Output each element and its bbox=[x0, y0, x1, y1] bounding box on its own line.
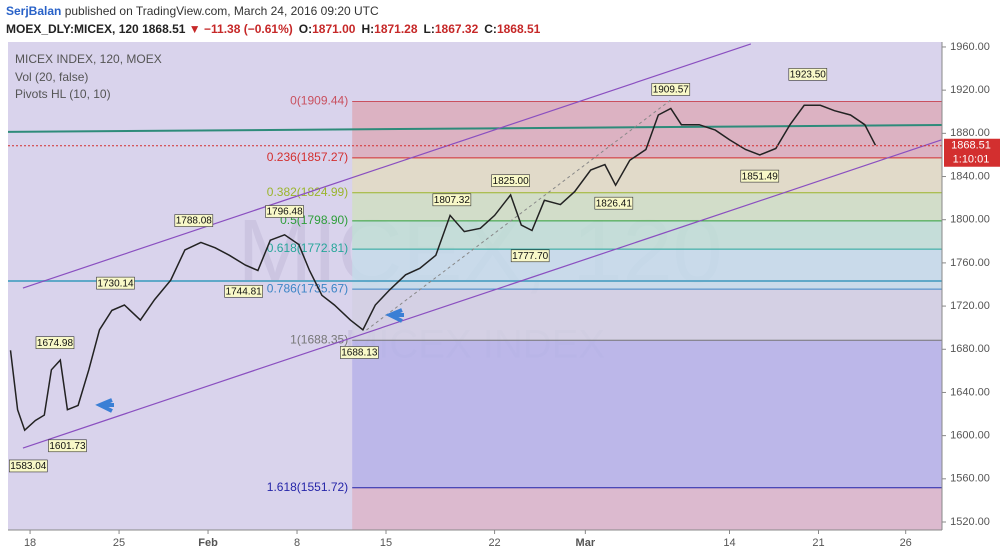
symbol-line: MOEX_DLY:MICEX, 120 1868.51 ▼ −11.38 (−0… bbox=[6, 22, 541, 36]
fib-band bbox=[352, 249, 942, 290]
fib-label: 0.382(1824.99) bbox=[267, 185, 348, 199]
pivot-box bbox=[510, 249, 550, 263]
fib-band bbox=[352, 289, 942, 341]
x-tick-label: Mar bbox=[576, 537, 596, 549]
symbol: MOEX_DLY:MICEX, 120 bbox=[6, 22, 139, 36]
y-tick-label: 1840.00 bbox=[950, 170, 990, 182]
fib-label: 0.236(1857.27) bbox=[267, 150, 348, 164]
countdown: 1:10:01 bbox=[953, 154, 990, 166]
pivot-label: 1851.49 bbox=[742, 171, 779, 182]
pivot-box bbox=[8, 459, 48, 473]
legend-line: Vol (20, false) bbox=[15, 70, 88, 84]
x-tick-label: 22 bbox=[488, 537, 500, 549]
pivot-label: 1744.81 bbox=[226, 286, 263, 297]
pivot-box bbox=[594, 196, 634, 210]
y-tick-label: 1880.00 bbox=[950, 127, 990, 139]
x-tick-label: 14 bbox=[723, 537, 735, 549]
legend-line: MICEX INDEX, 120, MOEX bbox=[15, 52, 162, 66]
arrow-icon bbox=[95, 398, 114, 413]
x-tick-label: 18 bbox=[24, 537, 36, 549]
change: ▼ −11.38 (−0.61%) bbox=[189, 22, 293, 36]
ohlc-value: 1871.28 bbox=[374, 22, 418, 36]
fib-label: 1(1688.35) bbox=[290, 332, 348, 346]
arrow-icon bbox=[385, 308, 404, 323]
ohlc-label: H: bbox=[361, 22, 374, 36]
fib-label: 0(1909.44) bbox=[290, 94, 348, 108]
pivot-label: 1674.98 bbox=[37, 338, 74, 349]
x-axis-bg bbox=[0, 530, 942, 557]
pivot-box bbox=[48, 439, 87, 453]
pivot-label: 1796.48 bbox=[266, 207, 303, 218]
ohlc-value: 1868.51 bbox=[497, 22, 541, 36]
pivot-box bbox=[174, 214, 214, 227]
pivot-label: 1825.00 bbox=[493, 176, 530, 187]
pivot-label: 1777.70 bbox=[512, 251, 549, 262]
author: SerjBalan bbox=[6, 4, 61, 18]
pivot-box bbox=[432, 193, 472, 207]
y-tick-label: 1600.00 bbox=[950, 430, 990, 442]
y-axis-bg bbox=[942, 42, 1001, 557]
pivot-label: 1923.50 bbox=[790, 70, 827, 81]
ohlc-label: L: bbox=[424, 22, 435, 36]
pivot-box bbox=[491, 174, 530, 188]
y-tick-label: 1760.00 bbox=[950, 257, 990, 269]
y-tick-label: 1720.00 bbox=[950, 300, 990, 312]
y-tick-label: 1520.00 bbox=[950, 516, 990, 528]
pivot-label: 1688.13 bbox=[341, 348, 378, 359]
pivot-label: 1583.04 bbox=[10, 461, 47, 472]
ohlc-value: 1871.00 bbox=[312, 22, 356, 36]
x-tick-label: 26 bbox=[900, 537, 912, 549]
fib-band bbox=[352, 157, 942, 193]
fib-band bbox=[352, 487, 942, 530]
pivot-label: 1807.32 bbox=[434, 195, 471, 206]
last-price-box bbox=[944, 138, 1000, 167]
y-tick-label: 1920.00 bbox=[950, 84, 990, 96]
y-tick-label: 1560.00 bbox=[950, 473, 990, 485]
ohlc: O:1871.00 H:1871.28 L:1867.32 C:1868.51 bbox=[299, 22, 541, 36]
y-tick-label: 1960.00 bbox=[950, 41, 990, 53]
pivot-box bbox=[224, 284, 263, 298]
pivot-label: 1601.73 bbox=[49, 441, 86, 452]
ohlc-value: 1867.32 bbox=[435, 22, 479, 36]
fib-band bbox=[352, 340, 942, 488]
x-tick-label: 25 bbox=[113, 537, 125, 549]
x-tick-label: Feb bbox=[198, 537, 218, 549]
fib-band bbox=[352, 101, 942, 158]
x-tick-label: 8 bbox=[294, 537, 300, 549]
pivot-box bbox=[651, 83, 691, 96]
horizontal-line bbox=[7, 124, 943, 133]
y-tick-label: 1800.00 bbox=[950, 214, 990, 226]
price-line bbox=[9, 104, 877, 432]
pivot-box bbox=[265, 205, 304, 218]
ohlc-label: C: bbox=[484, 22, 497, 36]
x-tick-label: 15 bbox=[380, 537, 392, 549]
axes: 1520.00 1560.00 1600.00 1640.00 1680.00 1720.… bbox=[24, 41, 1000, 549]
plot: MICEX, 120MICEX INDEX0(1909.44)0.236(185… bbox=[7, 43, 943, 530]
pivot-label: 1909.57 bbox=[653, 85, 690, 96]
legend-line: Pivots HL (10, 10) bbox=[15, 87, 111, 101]
pivot-box bbox=[96, 276, 135, 290]
pivot-label: 1826.41 bbox=[596, 198, 633, 209]
channel-line bbox=[22, 43, 752, 289]
pivot-box bbox=[740, 169, 780, 183]
pivot-label: 1788.08 bbox=[176, 216, 213, 227]
channel-line bbox=[22, 139, 942, 449]
pivot-box bbox=[340, 346, 379, 359]
fib-label: 0.618(1772.81) bbox=[267, 241, 348, 255]
x-tick-label: 21 bbox=[812, 537, 824, 549]
pivot-box bbox=[35, 336, 75, 349]
header-line: SerjBalan published on TradingView.com, … bbox=[6, 4, 379, 18]
price: 1868.51 bbox=[142, 22, 186, 36]
pivot-label: 1730.14 bbox=[97, 278, 134, 289]
fib-label: 1.618(1551.72) bbox=[267, 480, 348, 494]
last-price-label: 1868.51 bbox=[951, 140, 991, 152]
ohlc-label: O: bbox=[299, 22, 312, 36]
y-tick-label: 1640.00 bbox=[950, 386, 990, 398]
fib-band bbox=[352, 220, 942, 250]
fib-label: 0.786(1735.67) bbox=[267, 281, 348, 295]
pivot-box bbox=[788, 68, 828, 81]
published: published on TradingView.com, March 24, … bbox=[65, 4, 379, 18]
y-tick-label: 1680.00 bbox=[950, 343, 990, 355]
